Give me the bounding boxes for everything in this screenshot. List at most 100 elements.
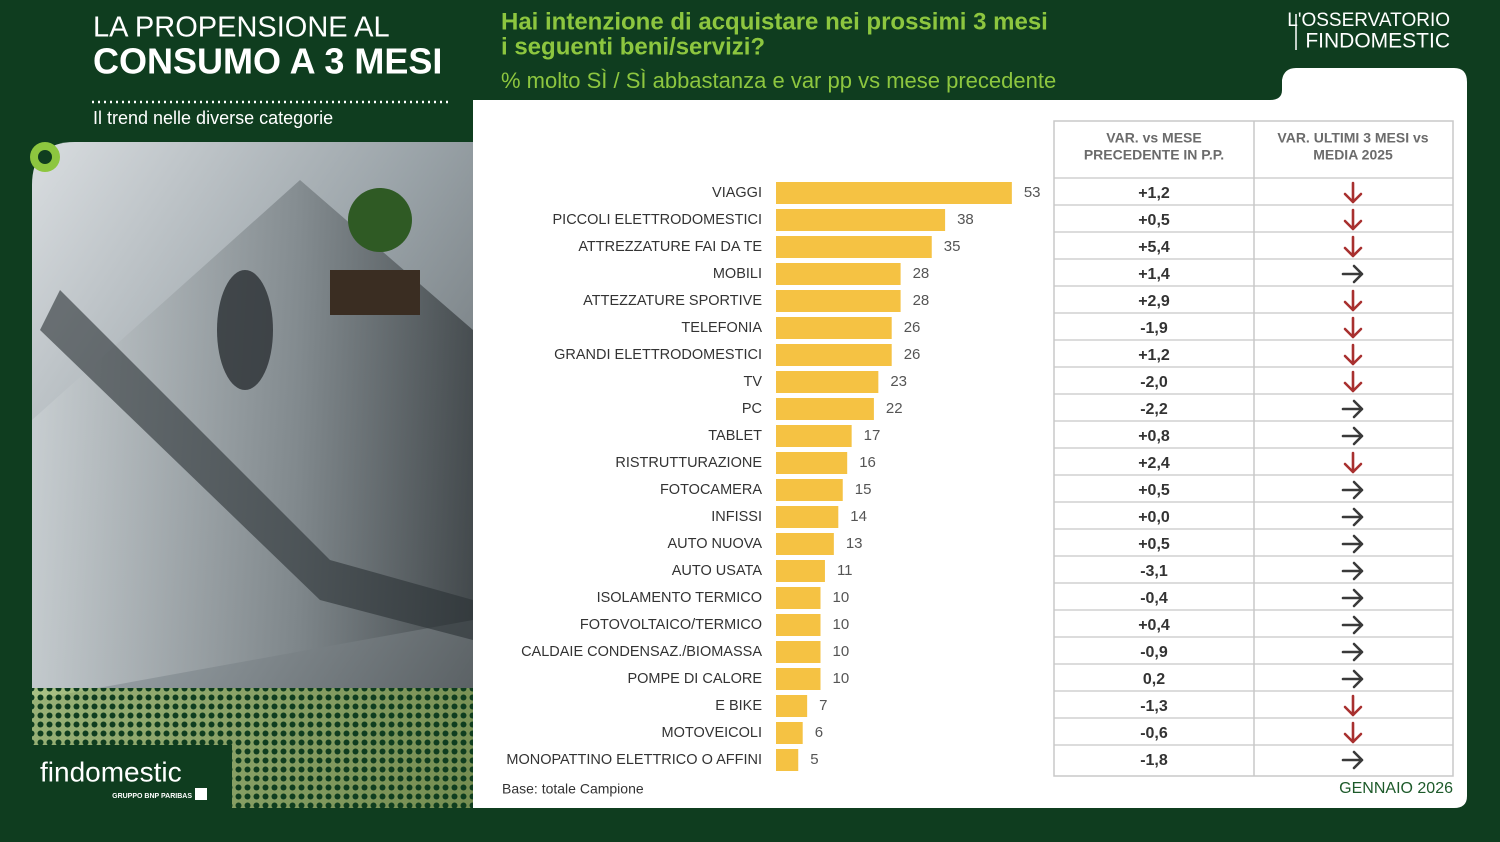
value-label: 10 [833, 616, 850, 633]
value-label: 13 [846, 535, 863, 552]
trend-arrow [1341, 669, 1364, 689]
bar [776, 263, 901, 285]
trend-arrow [1343, 370, 1363, 393]
trend-arrow [1343, 181, 1363, 204]
bar [776, 479, 843, 501]
value-label: 26 [904, 319, 921, 336]
table-header: MEDIA 2025 [1313, 147, 1393, 163]
category-label: MOBILI [713, 266, 762, 282]
question: Hai intenzione di acquistare nei prossim… [501, 8, 1048, 35]
bar [776, 533, 834, 555]
value-label: 53 [1024, 184, 1041, 201]
value-label: 22 [886, 400, 903, 417]
bar [776, 290, 901, 312]
var-value: +1,2 [1138, 347, 1170, 364]
trend-arrow [1341, 561, 1364, 581]
trend-arrow [1343, 208, 1363, 231]
table-header: VAR. vs MESE [1106, 130, 1201, 146]
bar [776, 452, 848, 474]
brand-name: findomestic [40, 756, 182, 787]
category-label: VIAGGI [712, 185, 762, 201]
bar [776, 371, 879, 393]
category-label: FOTOCAMERA [660, 482, 762, 498]
var-value: -2,0 [1140, 374, 1168, 391]
value-label: 28 [913, 292, 930, 309]
value-label: 38 [957, 211, 974, 228]
category-label: ATTREZZATURE FAI DA TE [578, 239, 762, 255]
var-value: +0,4 [1138, 617, 1170, 634]
value-label: 16 [859, 454, 876, 471]
var-value: +1,2 [1138, 185, 1170, 202]
category-label: GRANDI ELETTRODOMESTICI [554, 347, 762, 363]
category-label: MOTOVEICOLI [662, 725, 762, 741]
measure: % molto SÌ / SÌ abbastanza e var pp vs m… [501, 68, 1056, 93]
value-label: 6 [815, 724, 823, 741]
var-value: +0,5 [1138, 212, 1170, 229]
brand-group: GRUPPO BNP PARIBAS [112, 793, 192, 800]
category-label: PC [742, 401, 762, 417]
category-label: ATTEZZATURE SPORTIVE [583, 293, 762, 309]
value-label: 35 [944, 238, 961, 255]
bar [776, 398, 874, 420]
var-value: -1,3 [1140, 698, 1168, 715]
var-value: +0,5 [1138, 536, 1170, 553]
trend-arrow [1341, 642, 1364, 662]
category-label: AUTO USATA [672, 563, 763, 579]
var-value: -2,2 [1140, 401, 1168, 418]
bar [776, 695, 808, 717]
bar [776, 749, 799, 771]
table-header: VAR. ULTIMI 3 MESI vs [1277, 130, 1428, 146]
trend-arrow [1341, 426, 1364, 446]
category-label: CALDAIE CONDENSAZ./BIOMASSA [521, 644, 762, 660]
trend-arrow [1343, 343, 1363, 366]
bar [776, 209, 946, 231]
trend-arrow [1341, 264, 1364, 284]
trend-arrow [1343, 289, 1363, 312]
category-label: E BIKE [715, 698, 762, 714]
title-line: LA PROPENSIONE AL [93, 12, 390, 44]
bar [776, 317, 892, 339]
var-value: -1,9 [1140, 320, 1168, 337]
var-value: -0,6 [1140, 725, 1168, 742]
value-label: 15 [855, 481, 872, 498]
logo-line: FINDOMESTIC [1305, 30, 1450, 53]
value-label: 26 [904, 346, 921, 363]
value-label: 17 [864, 427, 881, 444]
value-label: 10 [833, 670, 850, 687]
category-label: INFISSI [711, 509, 762, 525]
var-value: +0,0 [1138, 509, 1170, 526]
category-label: RISTRUTTURAZIONE [615, 455, 762, 471]
category-label: POMPE DI CALORE [627, 671, 762, 687]
subtitle: Il trend nelle diverse categorie [93, 108, 333, 128]
table-header: PRECEDENTE IN P.P. [1084, 147, 1224, 163]
bar [776, 641, 821, 663]
value-label: 28 [913, 265, 930, 282]
logo-line: L'OSSERVATORIO [1287, 10, 1450, 31]
trend-arrow [1341, 615, 1364, 635]
bar [776, 587, 821, 609]
trend-arrow [1341, 534, 1364, 554]
var-value: +2,9 [1138, 293, 1170, 310]
trend-arrow [1343, 316, 1363, 339]
var-value: -0,4 [1140, 590, 1168, 607]
var-value: +1,4 [1138, 266, 1170, 283]
category-label: PICCOLI ELETTRODOMESTICI [553, 212, 762, 228]
category-label: AUTO NUOVA [667, 536, 762, 552]
value-label: 23 [890, 373, 907, 390]
var-value: +0,5 [1138, 482, 1170, 499]
var-value: -0,9 [1140, 644, 1168, 661]
var-value: -3,1 [1140, 563, 1168, 580]
value-label: 14 [850, 508, 867, 525]
bar [776, 182, 1012, 204]
photo [32, 142, 473, 808]
bar [776, 506, 839, 528]
var-value: +2,4 [1138, 455, 1170, 472]
bar [776, 236, 932, 258]
trend-arrow [1341, 399, 1364, 419]
trend-arrow [1341, 480, 1364, 500]
trend-arrow [1343, 235, 1363, 258]
trend-arrow [1341, 750, 1364, 770]
trend-arrow [1341, 588, 1364, 608]
var-value: +0,8 [1138, 428, 1170, 445]
